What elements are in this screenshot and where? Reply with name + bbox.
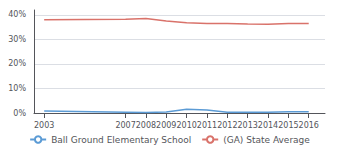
svg-text:40%: 40% [8, 10, 26, 19]
svg-text:10%: 10% [8, 84, 26, 93]
svg-text:2009: 2009 [156, 121, 176, 130]
svg-text:2013: 2013 [237, 121, 257, 130]
svg-text:2016: 2016 [299, 121, 319, 130]
svg-text:2012: 2012 [217, 121, 237, 130]
svg-text:2010: 2010 [176, 121, 196, 130]
svg-text:0%: 0% [13, 109, 26, 118]
svg-text:2008: 2008 [136, 121, 156, 130]
svg-text:20%: 20% [8, 59, 26, 68]
svg-text:2014: 2014 [258, 121, 278, 130]
svg-text:2003: 2003 [34, 121, 54, 130]
svg-text:(GA) State Average: (GA) State Average [223, 135, 310, 145]
svg-text:2011: 2011 [197, 121, 217, 130]
svg-text:2015: 2015 [278, 121, 298, 130]
svg-text:2007: 2007 [115, 121, 135, 130]
svg-text:Ball Ground Elementary School: Ball Ground Elementary School [51, 135, 191, 145]
svg-text:30%: 30% [8, 35, 26, 44]
